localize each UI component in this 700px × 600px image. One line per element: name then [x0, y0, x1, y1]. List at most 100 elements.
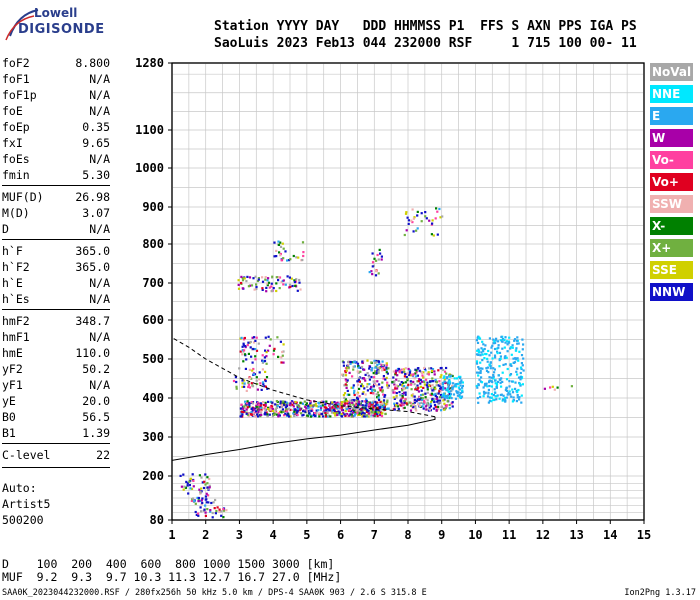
- echo-point: [483, 357, 486, 360]
- echo-point: [235, 385, 238, 388]
- param-key: yE: [2, 394, 16, 408]
- echo-point: [288, 415, 291, 418]
- echo-point: [433, 370, 436, 373]
- echo-point: [364, 373, 367, 376]
- echo-point: [362, 377, 365, 380]
- echo-point: [522, 343, 525, 346]
- echo-point: [480, 381, 484, 384]
- echo-point: [408, 373, 411, 376]
- echo-point: [510, 364, 513, 367]
- echo-point: [374, 404, 377, 408]
- echo-point: [271, 409, 274, 413]
- echo-point: [515, 349, 518, 352]
- echo-point: [284, 409, 287, 412]
- echo-point: [451, 388, 454, 391]
- echo-point: [187, 492, 190, 495]
- echo-point: [381, 381, 384, 384]
- echo-point: [437, 369, 440, 372]
- echo-point: [278, 287, 281, 290]
- echo-point: [503, 346, 506, 349]
- echo-point: [366, 383, 369, 386]
- echo-point: [492, 377, 495, 380]
- echo-point: [413, 377, 416, 380]
- echo-point: [248, 368, 251, 371]
- echo-point: [520, 367, 523, 371]
- echo-point: [375, 403, 378, 406]
- echo-point: [495, 398, 498, 401]
- echo-point: [461, 381, 464, 384]
- echo-point: [502, 363, 505, 366]
- echo-point: [424, 405, 427, 408]
- echo-point: [377, 396, 380, 399]
- echo-point: [264, 276, 267, 279]
- echo-point: [250, 413, 253, 416]
- echo-point: [366, 409, 369, 412]
- echo-point: [515, 370, 518, 373]
- echo-point: [479, 371, 482, 374]
- echo-point: [254, 348, 257, 351]
- echo-point: [349, 408, 352, 412]
- echo-point: [414, 407, 417, 410]
- echo-point: [342, 361, 345, 364]
- echo-point: [358, 395, 361, 398]
- echo-point: [493, 354, 497, 357]
- param-key: MUF(D): [2, 190, 44, 204]
- echo-point: [395, 392, 398, 395]
- echo-point: [275, 282, 278, 285]
- echo-point: [497, 374, 500, 377]
- echo-point: [430, 367, 433, 370]
- echo-point: [496, 350, 499, 353]
- y-tick-label: 200: [142, 469, 164, 483]
- echo-point: [291, 403, 294, 406]
- echo-point: [416, 384, 419, 387]
- echo-point: [368, 383, 371, 386]
- echo-point: [430, 387, 433, 390]
- echo-point: [260, 413, 263, 416]
- echo-point: [340, 414, 343, 418]
- echo-point: [377, 366, 380, 369]
- echo-point: [454, 383, 457, 386]
- echo-point: [413, 401, 416, 404]
- echo-point: [257, 278, 260, 281]
- echo-point: [350, 415, 353, 418]
- echo-point: [207, 501, 210, 504]
- echo-point: [459, 391, 462, 395]
- param-separator: [2, 443, 110, 444]
- echo-point: [429, 393, 432, 396]
- echo-point: [491, 344, 494, 347]
- echo-point: [502, 394, 505, 397]
- echo-point: [241, 279, 245, 282]
- echo-point: [191, 497, 195, 500]
- echo-point: [218, 510, 221, 513]
- echo-point: [477, 353, 480, 356]
- echo-point: [266, 415, 269, 418]
- echo-point: [295, 401, 298, 404]
- echo-point: [248, 377, 252, 380]
- echo-point: [251, 402, 254, 405]
- echo-point: [443, 408, 446, 411]
- echo-point: [505, 340, 509, 343]
- echo-point: [366, 410, 369, 413]
- echo-point: [352, 365, 355, 368]
- echo-point: [292, 254, 295, 258]
- auto-scaling-info: Auto: Artist5 500200: [2, 480, 50, 528]
- y-tick-label: 800: [142, 237, 164, 251]
- echo-point: [256, 279, 260, 283]
- echo-point: [435, 405, 438, 408]
- echo-point: [302, 251, 305, 254]
- echo-point: [248, 386, 252, 389]
- echo-point: [495, 382, 499, 385]
- echo-point: [372, 380, 375, 383]
- echo-point: [377, 394, 380, 397]
- echo-point: [422, 371, 425, 374]
- echo-point: [281, 242, 284, 245]
- echo-point: [337, 410, 340, 413]
- echo-point: [484, 384, 487, 387]
- param-separator: [2, 467, 110, 468]
- echo-point: [487, 371, 490, 374]
- echo-point: [476, 336, 479, 339]
- echo-point: [284, 406, 287, 409]
- echo-point: [257, 403, 261, 406]
- echo-point: [327, 408, 330, 411]
- echo-point: [260, 388, 263, 391]
